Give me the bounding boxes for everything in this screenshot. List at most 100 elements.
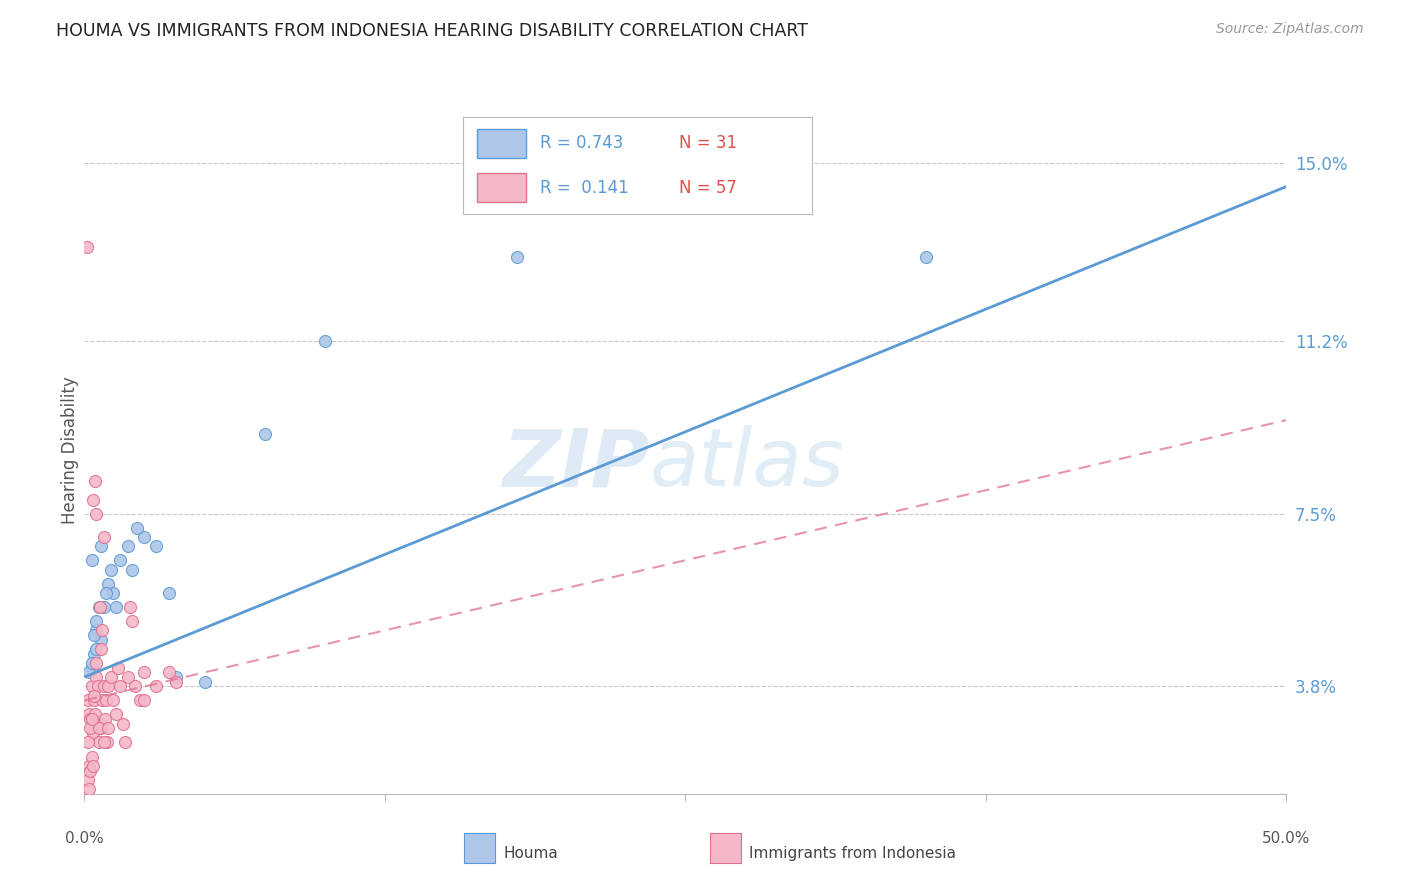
Point [79,712,101,726]
Point [86,624,108,638]
Y-axis label: Hearing Disability: Hearing Disability [62,376,80,524]
Point [90,539,112,553]
Point [91,624,114,638]
Point [107,661,129,675]
Point [134,693,156,707]
Point [82,759,104,773]
Point [157,586,180,600]
Point [94,693,117,707]
Point [128,693,150,707]
Point [83,693,105,707]
Point [111,716,134,731]
Point [80,553,103,567]
Point [93,599,115,614]
Point [94,586,117,600]
Text: N = 31: N = 31 [679,135,737,153]
Point [86,656,108,670]
Point [79,764,101,778]
Text: Immigrants from Indonesia: Immigrants from Indonesia [749,847,956,861]
Point [84,707,107,722]
Point [76,240,98,254]
Point [165,670,187,684]
Point [90,632,112,647]
Point [103,586,125,600]
Point [96,735,118,749]
Point [93,530,115,544]
Point [90,642,112,657]
Text: N = 57: N = 57 [679,178,737,196]
Point [124,680,146,694]
Point [80,661,103,675]
Point [134,665,156,680]
Point [87,599,110,614]
Point [93,680,115,694]
Point [145,680,167,694]
Point [103,693,125,707]
Point [121,614,143,628]
Point [97,576,120,591]
Point [83,647,105,661]
Point [110,680,132,694]
Point [77,665,100,680]
Point [117,539,139,553]
Point [91,693,114,707]
Point [118,599,141,614]
Point [89,599,111,614]
Text: 0.0%: 0.0% [65,831,104,847]
Point [79,722,101,736]
Point [77,772,100,787]
Point [82,492,104,507]
Point [165,674,187,689]
Point [77,759,100,773]
Point [97,680,120,694]
FancyBboxPatch shape [477,128,526,158]
Point [82,726,104,740]
Point [86,507,108,521]
Text: ZIP: ZIP [502,425,650,503]
Text: R = 0.743: R = 0.743 [540,135,623,153]
Point [86,642,108,657]
Point [104,707,127,722]
Point [77,735,100,749]
Point [121,563,143,577]
Point [134,530,156,544]
Text: 50.0%: 50.0% [1263,831,1310,847]
Point [87,722,110,736]
FancyBboxPatch shape [477,173,526,202]
Point [253,427,276,442]
Point [97,722,120,736]
Point [100,563,122,577]
Point [314,334,336,348]
Point [145,539,167,553]
Text: R =  0.141: R = 0.141 [540,178,628,196]
Point [93,735,115,749]
Point [80,749,103,764]
Point [915,250,938,264]
Point [80,712,103,726]
Point [87,735,110,749]
Point [86,680,108,694]
Text: atlas: atlas [650,425,844,503]
Point [506,250,529,264]
Point [77,707,100,722]
Point [157,665,180,680]
Point [90,722,112,736]
Point [83,628,105,642]
Text: HOUMA VS IMMIGRANTS FROM INDONESIA HEARING DISABILITY CORRELATION CHART: HOUMA VS IMMIGRANTS FROM INDONESIA HEARI… [56,22,808,40]
Point [86,670,108,684]
Point [89,716,111,731]
Point [104,599,127,614]
Point [84,474,107,488]
Point [80,680,103,694]
Point [77,693,100,707]
Point [77,782,100,797]
Point [114,735,136,749]
Point [83,689,105,703]
Point [194,674,217,689]
Point [80,656,103,670]
Text: Houma: Houma [503,847,558,861]
Point [94,712,117,726]
Point [100,670,122,684]
Point [117,670,139,684]
Text: Source: ZipAtlas.com: Source: ZipAtlas.com [1216,22,1364,37]
